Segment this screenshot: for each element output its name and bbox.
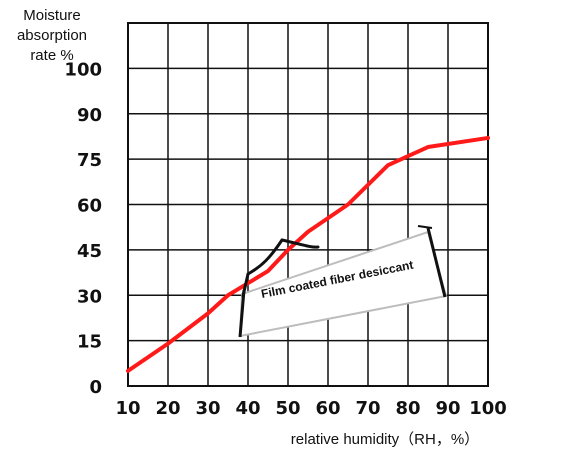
callout-left-edge — [238, 289, 246, 338]
y-tick-label: 75 — [77, 150, 102, 171]
y-tick-label: 30 — [77, 286, 102, 307]
y-axis-title-line-2: absorption — [17, 27, 87, 44]
y-tick-label: 0 — [89, 377, 102, 398]
x-tick-label: 70 — [355, 398, 380, 419]
x-tick-label: 50 — [275, 398, 300, 419]
y-tick-labels: 0 15 30 45 60 75 90 100 — [64, 59, 102, 398]
x-tick-label: 20 — [155, 398, 180, 419]
y-axis-title-line-3: rate % — [30, 47, 73, 64]
x-tick-label: 90 — [435, 398, 460, 419]
y-tick-label: 45 — [77, 241, 102, 262]
x-tick-label: 80 — [395, 398, 420, 419]
x-tick-labels: 10 20 30 40 50 60 70 80 90 100 — [115, 398, 506, 419]
series-line — [126, 135, 490, 373]
callout-right-edge — [426, 227, 447, 298]
x-tick-label: 30 — [195, 398, 220, 419]
x-tick-label: 10 — [115, 398, 140, 419]
x-tick-label: 60 — [315, 398, 340, 419]
callout-top-tick — [417, 225, 433, 229]
series-layer — [126, 135, 490, 373]
y-axis-title: Moisture absorption rate % — [17, 7, 87, 64]
y-tick-label: 60 — [77, 196, 102, 217]
y-tick-label: 15 — [77, 332, 102, 353]
x-tick-label: 100 — [469, 398, 507, 419]
y-tick-label: 90 — [77, 105, 102, 126]
y-axis-title-line-1: Moisture — [23, 7, 81, 24]
x-tick-label: 40 — [235, 398, 260, 419]
y-tick-label: 100 — [64, 59, 102, 80]
callout-annotation: Film coated fiber desiccant — [238, 225, 448, 338]
callout-pointer — [241, 238, 320, 298]
x-axis-title: relative humidity（RH，%） — [291, 431, 479, 448]
